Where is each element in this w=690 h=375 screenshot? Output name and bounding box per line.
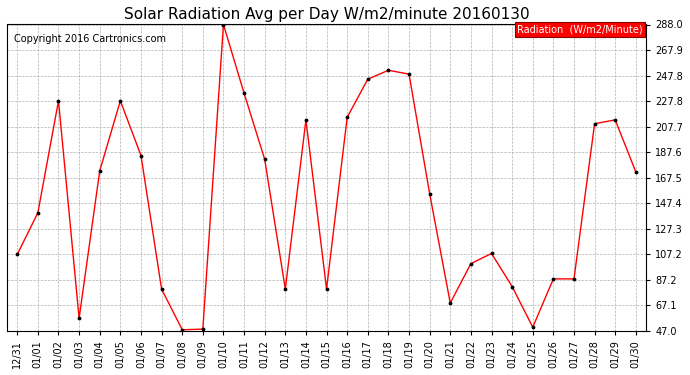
Text: Radiation  (W/m2/Minute): Radiation (W/m2/Minute)	[517, 24, 642, 34]
Title: Solar Radiation Avg per Day W/m2/minute 20160130: Solar Radiation Avg per Day W/m2/minute …	[124, 7, 529, 22]
Text: Copyright 2016 Cartronics.com: Copyright 2016 Cartronics.com	[14, 34, 166, 44]
